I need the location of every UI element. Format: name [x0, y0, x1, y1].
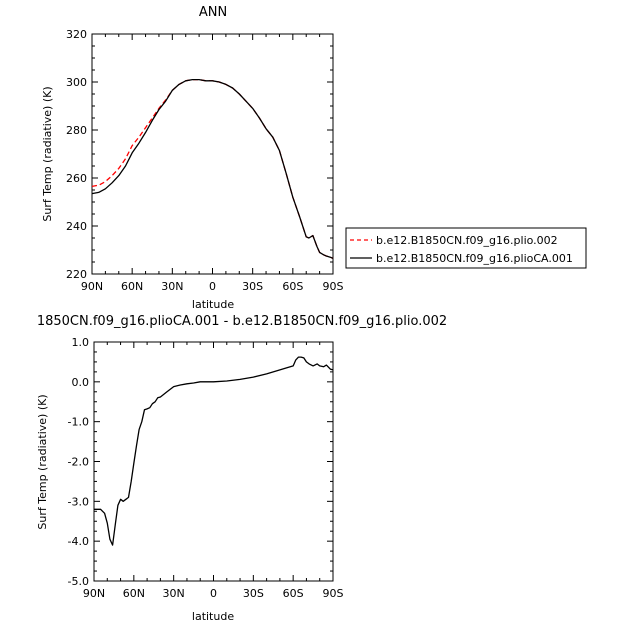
y-tick-label-bottom: -2.0: [68, 456, 89, 469]
x-tick-label-bottom: 60S: [283, 587, 304, 600]
y-tick-label-top: 260: [66, 172, 87, 185]
x-axis-label-bottom: latitude: [192, 610, 234, 623]
y-tick-label-top: 240: [66, 220, 87, 233]
x-tick-label-top: 60N: [121, 280, 143, 293]
y-tick-label-top: 320: [66, 28, 87, 41]
y-tick-label-bottom: -4.0: [68, 535, 89, 548]
plot-frame-bottom: [93, 341, 334, 582]
y-tick-label-top: 220: [66, 268, 87, 281]
chart-title-bottom: 1850CN.f09_g16.plioCA.001 - b.e12.B1850C…: [37, 314, 447, 329]
x-tick-label-top: 30N: [161, 280, 183, 293]
series-line-top-0: [91, 78, 334, 259]
x-axis-ticks-top: 90N 60N 30N 0 30S 60S 90S: [81, 34, 344, 293]
x-tick-label-bottom: 90S: [323, 587, 344, 600]
y-tick-label-bottom: -5.0: [68, 575, 89, 588]
x-tick-label-top: 90S: [323, 280, 344, 293]
legend-box: [345, 227, 587, 269]
legend: b.e12.B1850CN.f09_g16.plio.002 b.e12.B18…: [345, 227, 587, 269]
y-tick-label-bottom: -1.0: [68, 416, 89, 429]
chart-title-top: ANN: [199, 5, 227, 20]
series-line-top-1: [91, 78, 334, 259]
x-tick-label-bottom: 30S: [243, 587, 264, 600]
y-axis-label-top: Surf Temp (radiative) (K): [41, 86, 54, 221]
series-group-top: [91, 78, 334, 259]
y-tick-label-bottom: 1.0: [72, 336, 90, 349]
y-tick-label-top: 280: [66, 124, 87, 137]
legend-entry-plio: b.e12.B1850CN.f09_g16.plio.002: [376, 234, 558, 247]
x-tick-label-bottom: 60N: [123, 587, 145, 600]
legend-entry-plioca: b.e12.B1850CN.f09_g16.plioCA.001: [376, 252, 573, 265]
y-axis-ticks-top: 220 240 260 280 300 320: [66, 28, 333, 281]
x-tick-label-bottom: 0: [210, 587, 217, 600]
y-tick-label-top: 300: [66, 76, 87, 89]
y-axis-label-bottom: Surf Temp (radiative) (K): [36, 394, 49, 529]
x-tick-label-top: 30S: [242, 280, 263, 293]
x-tick-label-top: 0: [209, 280, 216, 293]
x-tick-label-top: 60S: [282, 280, 303, 293]
x-axis-ticks-bottom: 90N 60N 30N 0 30S 60S 90S: [83, 342, 344, 600]
x-axis-label-top: latitude: [192, 298, 234, 311]
y-tick-label-bottom: -3.0: [68, 495, 89, 508]
y-tick-label-bottom: 0.0: [72, 376, 90, 389]
bottom-panel: 1850CN.f09_g16.plioCA.001 - b.e12.B1850C…: [36, 314, 447, 623]
x-tick-label-bottom: 30N: [163, 587, 185, 600]
y-axis-ticks-bottom: -5.0 -4.0 -3.0 -2.0 -1.0 0.0 1.0: [68, 336, 333, 588]
x-tick-label-top: 90N: [81, 280, 103, 293]
series-line-bottom-0: [94, 356, 334, 546]
series-group-bottom: [94, 356, 334, 546]
x-tick-label-bottom: 90N: [83, 587, 105, 600]
